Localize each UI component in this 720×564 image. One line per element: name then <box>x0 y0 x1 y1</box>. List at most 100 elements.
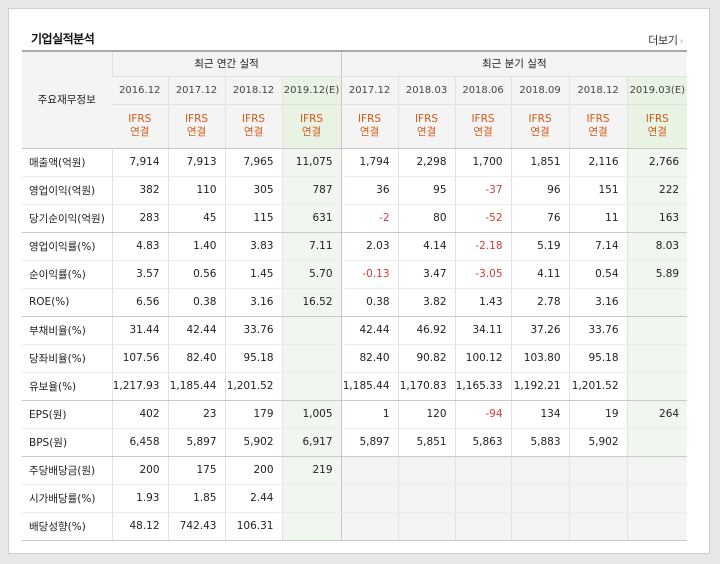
ifrs-badge: IFRS 연결 <box>167 104 225 149</box>
row-label: 당기순이익(억원) <box>22 204 112 233</box>
table-cell: 42.44 <box>167 316 225 345</box>
table-cell <box>340 484 399 513</box>
row-label: 영업이익(억원) <box>22 176 112 205</box>
period-header: 2018.06 <box>454 76 512 105</box>
table-cell: 96 <box>510 176 570 205</box>
table-cell: 5,902 <box>568 428 628 457</box>
table-cell: 100.12 <box>454 344 512 373</box>
table-cell <box>454 512 512 541</box>
table-cell: 7,914 <box>111 148 168 177</box>
consolidated-label: 연결 <box>243 126 264 138</box>
ifrs-label: IFRS <box>357 113 382 125</box>
table-cell <box>626 316 688 345</box>
table-cell: 5,897 <box>340 428 399 457</box>
ifrs-label: IFRS <box>299 113 324 125</box>
consolidated-label: 연결 <box>416 126 437 138</box>
table-cell: 76 <box>510 204 570 233</box>
table-cell <box>510 512 570 541</box>
row-label: 당좌비율(%) <box>22 344 112 373</box>
consolidated-label: 연결 <box>359 126 380 138</box>
table-cell <box>397 456 456 485</box>
table-cell: 151 <box>568 176 628 205</box>
table-cell: 2,766 <box>626 148 688 177</box>
table-cell: 3.47 <box>397 260 456 289</box>
period-header: 2018.09 <box>510 76 570 105</box>
table-row: EPS(원) 402 23 179 1,005 1 120 -94 134 19 264 <box>22 400 688 429</box>
table-row: BPS(원) 6,458 5,897 5,902 6,917 5,897 5,851 5,86… <box>22 428 688 457</box>
table-cell: 1,005 <box>281 400 342 429</box>
table-cell: 264 <box>626 400 688 429</box>
table-cell: 305 <box>224 176 282 205</box>
table-cell: 31.44 <box>111 316 168 345</box>
table-cell: 1,217.93 <box>111 372 168 401</box>
period-header: 2017.12 <box>340 76 399 105</box>
period-header: 2017.12 <box>167 76 225 105</box>
more-link[interactable]: 더보기 › <box>648 32 683 48</box>
table-cell: 7.14 <box>568 232 628 261</box>
table-cell: 46.92 <box>397 316 456 345</box>
table-cell: 80 <box>397 204 456 233</box>
table-cell: 90.82 <box>397 344 456 373</box>
consolidated-label: 연결 <box>647 126 667 138</box>
table-cell: 23 <box>167 400 225 429</box>
table-cell: 3.82 <box>397 288 456 317</box>
table-row: 영업이익률(%) 4.83 1.40 3.83 7.11 2.03 4.14 -2.18 5.1… <box>22 232 688 261</box>
table-cell: 16.52 <box>281 288 342 317</box>
consolidated-label: 연결 <box>130 126 150 138</box>
table-cell: 11,075 <box>281 148 342 177</box>
table-cell: 2,116 <box>568 148 628 177</box>
table-row: 매출액(억원) 7,914 7,913 7,965 11,075 1,794 2,298 1,… <box>22 148 688 177</box>
table-cell <box>626 484 688 513</box>
table-cell: 134 <box>510 400 570 429</box>
table-cell <box>397 512 456 541</box>
table-cell <box>281 344 342 373</box>
table-cell: 6,917 <box>281 428 342 457</box>
table-cell: 48.12 <box>111 512 168 541</box>
table-cell: 3.16 <box>224 288 282 317</box>
ifrs-badge: IFRS 연결 <box>626 104 688 149</box>
table-cell: 5,902 <box>224 428 282 457</box>
row-label: ROE(%) <box>22 288 112 317</box>
table-cell: 103.80 <box>510 344 570 373</box>
table-cell <box>281 512 342 541</box>
table-cell: 1,794 <box>340 148 399 177</box>
table-cell: 6,458 <box>111 428 168 457</box>
table-cell: 3.16 <box>568 288 628 317</box>
row-label: 주당배당금(원) <box>22 456 112 485</box>
period-header: 2018.12 <box>568 76 628 105</box>
table-cell: 283 <box>111 204 168 233</box>
ifrs-label: IFRS <box>241 113 266 125</box>
table-cell: 1,201.52 <box>568 372 628 401</box>
ifrs-badge: IFRS 연결 <box>510 104 570 149</box>
ifrs-label: IFRS <box>184 113 209 125</box>
table-cell: 163 <box>626 204 688 233</box>
table-cell: 1,851 <box>510 148 570 177</box>
table-cell: 5,851 <box>397 428 456 457</box>
table-cell: 1,185.44 <box>340 372 399 401</box>
table-cell: 4.11 <box>510 260 570 289</box>
table-cell <box>281 372 342 401</box>
table-cell: 95.18 <box>568 344 628 373</box>
table-cell: 4.14 <box>397 232 456 261</box>
table-cell <box>626 456 688 485</box>
table-cell: 95 <box>397 176 456 205</box>
table-cell: 3.57 <box>111 260 168 289</box>
table-cell: 45 <box>167 204 225 233</box>
table-cell: 19 <box>568 400 628 429</box>
financial-table: 주요재무정보 최근 연간 실적 최근 분기 실적 2016.12 2017.12 2… <box>22 50 688 541</box>
table-cell <box>281 316 342 345</box>
table-cell: 1.40 <box>167 232 225 261</box>
table-cell <box>626 512 688 541</box>
ifrs-label: IFRS <box>128 113 152 125</box>
table-cell: 175 <box>167 456 225 485</box>
table-cell: 106.31 <box>224 512 282 541</box>
table-cell: 631 <box>281 204 342 233</box>
row-label: EPS(원) <box>22 400 112 429</box>
row-label: 매출액(억원) <box>22 148 112 177</box>
table-cell: 42.44 <box>340 316 399 345</box>
table-cell: 8.03 <box>626 232 688 261</box>
table-cell: 0.38 <box>340 288 399 317</box>
table-cell: 7.11 <box>281 232 342 261</box>
table-cell: 95.18 <box>224 344 282 373</box>
table-cell: 1.43 <box>454 288 512 317</box>
